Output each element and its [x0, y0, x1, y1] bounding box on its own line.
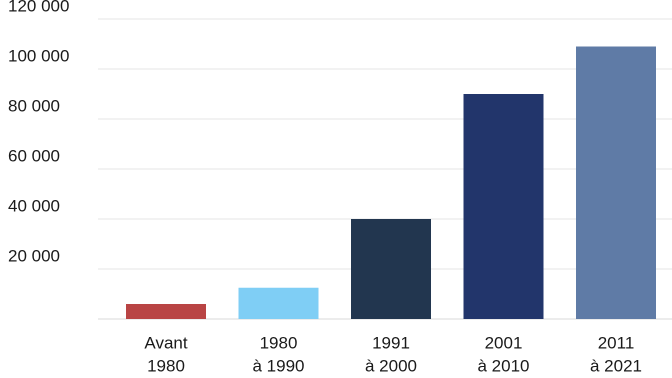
bars — [126, 46, 656, 319]
bar — [576, 46, 656, 319]
x-tick-label: 1991 — [372, 333, 410, 352]
bar — [463, 94, 544, 319]
x-tick-label: à 2000 — [365, 356, 417, 375]
y-tick-label: 40 000 — [8, 196, 60, 215]
bar — [126, 304, 206, 319]
y-axis: 20 000 40 000 60 000 80 000 100 000 120 000 — [8, 0, 69, 265]
x-tick-label: 2011 — [598, 333, 635, 352]
x-tick-label: à 2010 — [478, 356, 530, 375]
x-tick-label: 2001 — [485, 333, 523, 352]
y-tick-label: 120 000 — [8, 0, 69, 15]
y-tick-label: 20 000 — [8, 246, 60, 265]
y-tick-label: 60 000 — [8, 146, 60, 165]
bar — [238, 287, 319, 319]
y-tick-label: 80 000 — [8, 96, 60, 115]
x-tick-label: 1980 — [260, 333, 298, 352]
y-tick-label: 100 000 — [8, 46, 69, 65]
x-tick-label: 1980 — [147, 356, 185, 375]
x-tick-label: Avant — [144, 333, 187, 352]
x-tick-label: à 2021 — [590, 356, 642, 375]
x-tick-label: à 1990 — [253, 356, 305, 375]
x-axis: Avant 1980 1980 à 1990 1991 à 2000 2001 à 2010 2… — [144, 333, 642, 375]
bar — [351, 219, 431, 319]
